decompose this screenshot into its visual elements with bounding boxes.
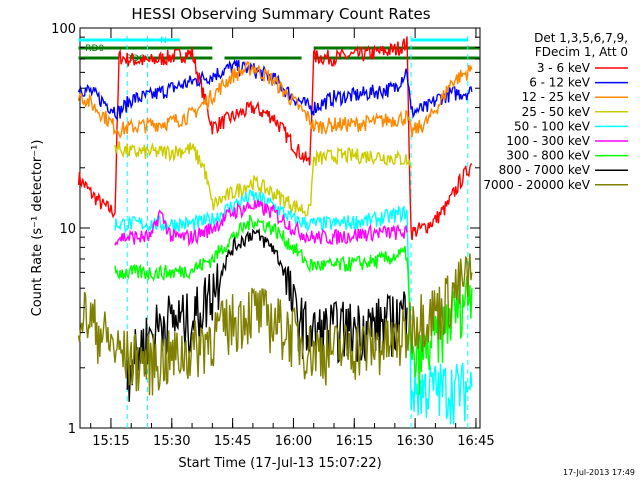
legend-label-7000-20000-kev: 7000 - 20000 keV	[483, 178, 590, 192]
x-tick-label-15-15: 15:15	[92, 434, 129, 449]
legend-header-line-1: Det 1,3,5,6,7,9,	[534, 31, 628, 45]
flag-label-n: N	[160, 36, 167, 46]
x-axis-ticks: 15:15 15:30 15:45 16:00 16:15 16:30 16:45	[90, 28, 495, 449]
series-line-12-25-kev	[77, 60, 473, 139]
legend-label-6-12-kev: 6 - 12 keV	[529, 76, 591, 90]
legend-label-50-100-kev: 50 - 100 keV	[514, 119, 591, 133]
series-line-7000-20000-kev	[77, 253, 473, 396]
legend-label-800-7000-kev: 800 - 7000 keV	[499, 163, 591, 177]
legend: Det 1,3,5,6,7,9, FDecim 1, Att 0 3 - 6 k…	[483, 31, 628, 192]
flag-label-rd0: RD0	[85, 44, 104, 54]
legend-label-25-50-kev: 25 - 50 keV	[522, 105, 591, 119]
legend-label-12-25-kev: 12 - 25 keV	[522, 90, 591, 104]
legend-label-300-800-kev: 300 - 800 keV	[506, 149, 590, 163]
x-axis-label: Start Time (17-Jul-13 15:07:22)	[178, 456, 381, 471]
x-tick-label-15-45: 15:45	[214, 434, 251, 449]
chart-title: HESSI Observing Summary Count Rates	[131, 5, 430, 23]
legend-label-100-300-kev: 100 - 300 keV	[506, 134, 590, 148]
x-tick-label-16-15: 16:15	[336, 434, 373, 449]
series-line-3-6-kev	[77, 36, 473, 241]
x-tick-label-16-30: 16:30	[396, 434, 433, 449]
footer-timestamp: 17-Jul-2013 17:49	[563, 468, 635, 477]
y-tick-label-10: 10	[59, 222, 76, 237]
series-layer	[77, 36, 473, 425]
x-tick-label-15-30: 15:30	[153, 434, 190, 449]
legend-header-line-2: FDecim 1, Att 0	[535, 45, 628, 59]
y-axis-ticks: 1 10 100	[51, 22, 480, 437]
flag-label-rd6: RD6	[126, 54, 145, 64]
flags-layer: N RD0 RD6	[78, 36, 480, 64]
series-line-6-12-kev	[77, 58, 473, 122]
series-line-300-800-kev	[114, 214, 473, 395]
series-line-100-300-kev	[114, 199, 408, 247]
legend-label-3-6-kev: 3 - 6 keV	[537, 61, 591, 75]
series-line-50-100-kev	[114, 189, 473, 425]
y-axis-label: Count Rate (s⁻¹ detector⁻¹)	[30, 140, 45, 317]
series-line-25-50-kev	[114, 141, 412, 217]
x-tick-label-16-00: 16:00	[275, 434, 312, 449]
y-tick-label-1: 1	[68, 422, 76, 437]
x-tick-label-16-45: 16:45	[457, 434, 494, 449]
y-tick-label-100: 100	[51, 22, 76, 37]
